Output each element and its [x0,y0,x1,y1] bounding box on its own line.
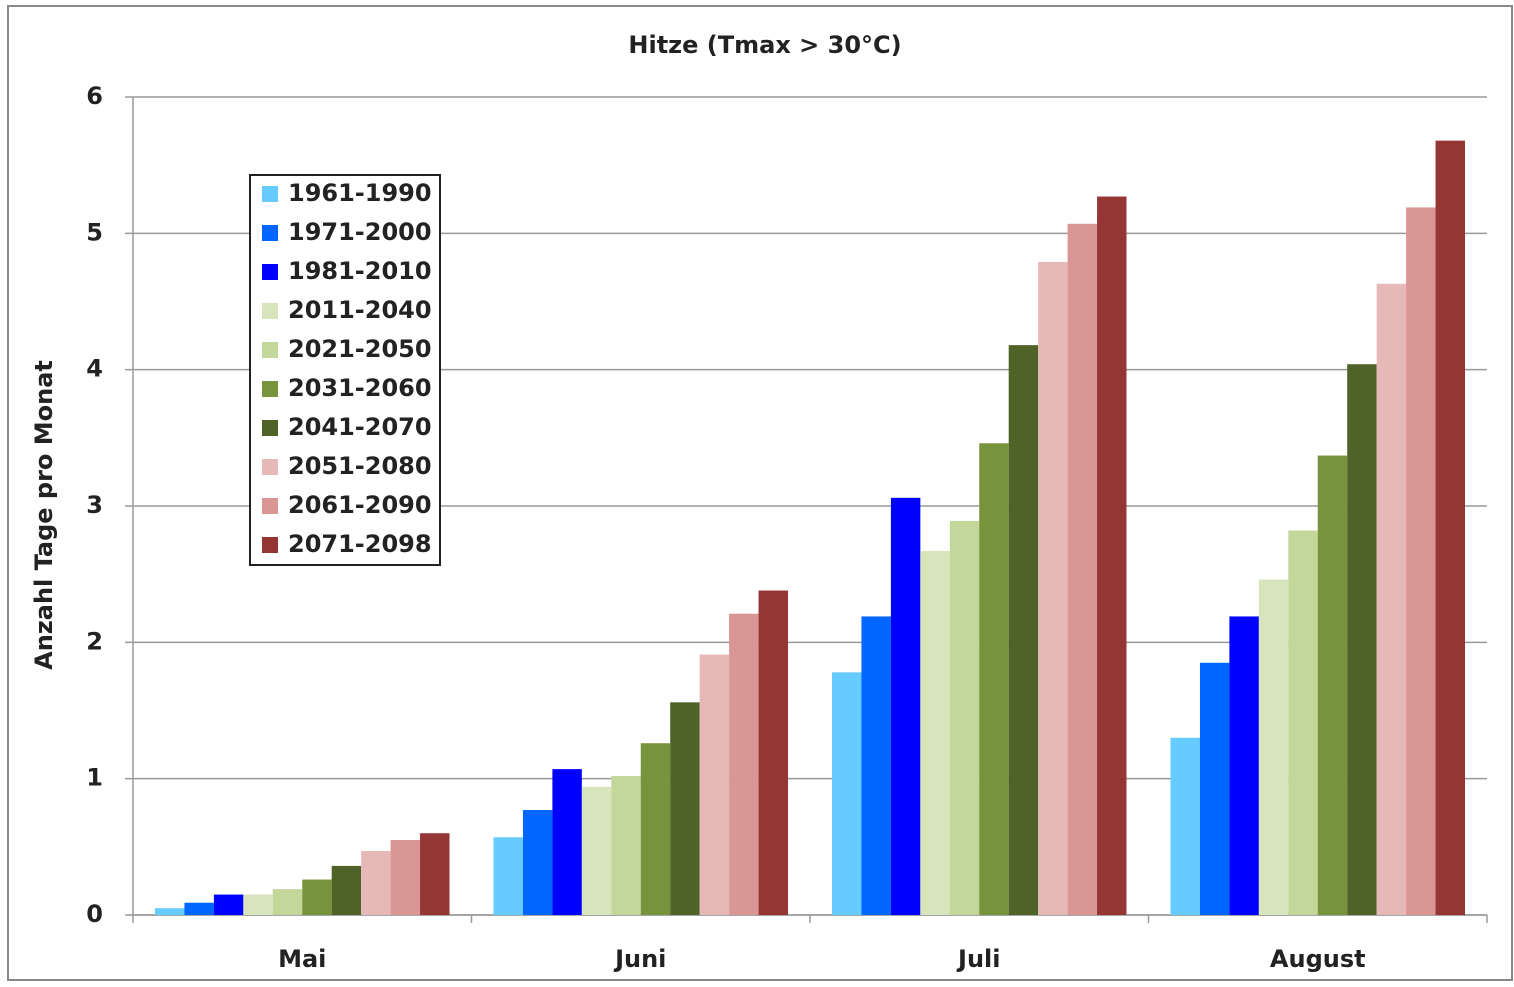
y-tick-label: 0 [86,900,103,928]
x-tick-label: Mai [278,945,326,973]
y-tick-label: 3 [86,491,103,519]
bar [420,833,450,915]
legend-swatch [262,186,278,202]
legend-label: 2071-2098 [288,530,432,558]
legend-swatch [262,225,278,241]
y-tick-label: 4 [86,355,103,383]
legend-label: 2011-2040 [288,296,432,324]
legend-swatch [262,498,278,514]
x-tick-label: Juli [956,945,1000,973]
bar [1435,140,1465,916]
bar [361,850,391,915]
bar [1199,662,1230,915]
bar [493,837,523,915]
y-tick-label: 1 [86,764,103,792]
bar [243,894,273,915]
bar [729,613,759,915]
x-tick-label: Juni [613,945,666,973]
legend-swatch [262,459,278,475]
legend-swatch [262,264,278,280]
bar [1258,579,1289,915]
bar [272,889,303,915]
legend-label: 2051-2080 [288,452,432,480]
bar [611,775,641,915]
bar [920,550,950,915]
bar [1229,616,1259,915]
bar [552,769,582,915]
bar [699,654,730,915]
bar [1347,364,1377,915]
legend-label: 2021-2050 [288,335,432,363]
legend-swatch [262,303,278,319]
bar [758,590,788,915]
legend-label: 2061-2090 [288,491,432,519]
x-tick-label: August [1270,945,1366,973]
legend-label: 1961-1990 [288,179,432,207]
legend-label: 2041-2070 [288,413,432,441]
chart-title: Hitze (Tmax > 30°C) [628,31,901,59]
bar [1406,207,1436,915]
bar [1170,737,1200,915]
legend-label: 2031-2060 [288,374,432,402]
y-axis-label: Anzahl Tage pro Monat [30,360,58,670]
bar [1376,283,1407,915]
legend-swatch [262,342,278,358]
bar [1067,223,1098,916]
bar [861,616,891,915]
bar [1038,261,1068,915]
y-tick-label: 2 [86,627,103,655]
bar [979,443,1009,915]
bar [640,743,671,915]
bar [832,672,862,915]
bar [213,894,244,915]
y-tick-label: 6 [86,82,103,110]
bar [949,520,980,915]
bar [1008,345,1039,915]
bar [155,908,185,915]
bar [302,879,332,915]
bar [184,902,214,915]
bar [581,786,612,915]
y-tick-label: 5 [86,218,103,246]
legend-label: 1971-2000 [288,218,432,246]
bar [1317,455,1348,915]
legend-box [249,174,441,566]
bar [890,497,921,915]
bar [522,810,553,915]
legend-swatch [262,381,278,397]
bar [670,702,700,915]
bar [1288,530,1318,915]
bar [331,865,362,915]
legend-label: 1981-2010 [288,257,432,285]
bar [1097,196,1127,916]
legend-swatch [262,537,278,553]
legend-swatch [262,420,278,436]
bar [390,840,421,915]
